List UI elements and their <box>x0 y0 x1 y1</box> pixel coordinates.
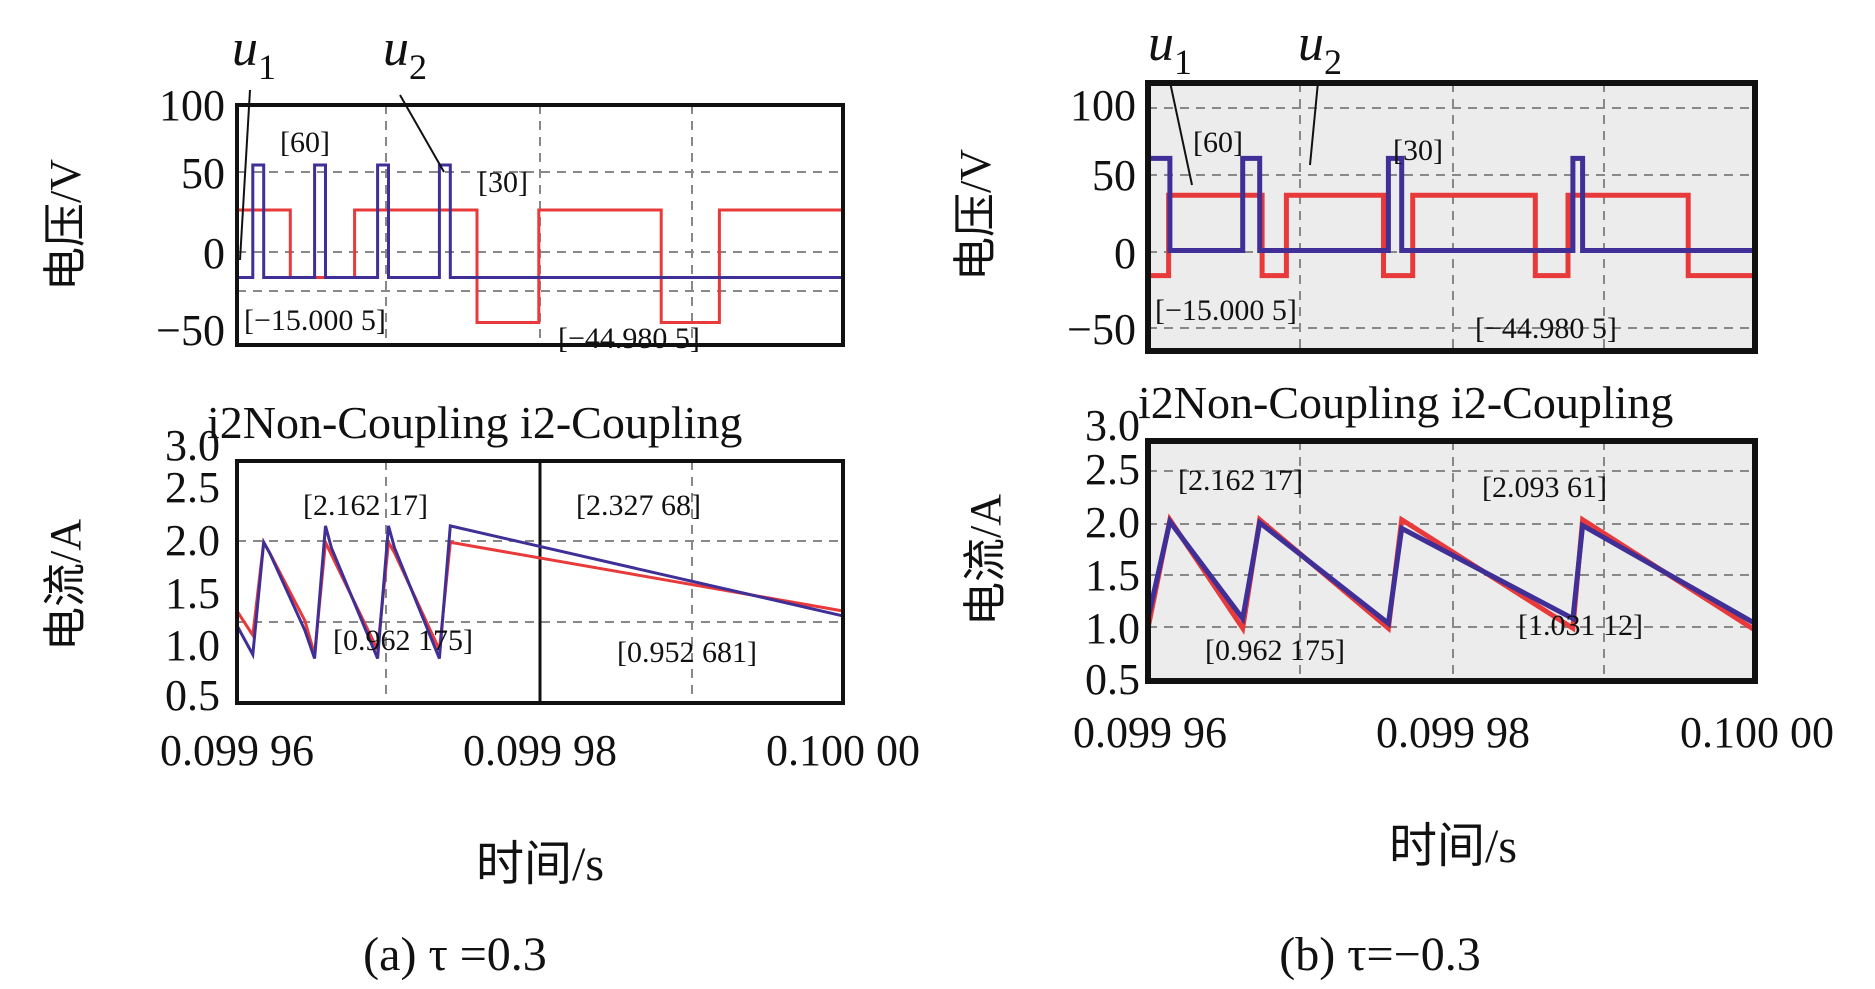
y-tick-label: 1.5 <box>1085 551 1140 600</box>
data-annotation: [−15.000 5] <box>1155 294 1297 327</box>
data-annotation: [60] <box>1193 126 1243 159</box>
current-chart-a: 3.0 2.5 2.0 1.5 1.0 0.5 电流/A 0.099 96 0.… <box>41 421 920 891</box>
y-tick-label: 2.0 <box>165 516 220 565</box>
x-tick-label: 0.099 96 <box>1073 708 1227 757</box>
y-axis-label: 电压/V <box>41 159 90 291</box>
current-plot-a <box>235 524 844 660</box>
y-tick-label: 3.0 <box>1085 401 1140 450</box>
plot-frame <box>1145 80 1758 354</box>
u1-label: u1 <box>232 20 276 87</box>
data-annotation: [2.327 68] <box>576 489 701 522</box>
y-tick-label: 50 <box>1092 151 1136 200</box>
y-axis-label: 电压/V <box>951 149 1000 281</box>
y-axis-label: 电流/A <box>41 519 90 651</box>
data-annotation: [2.093 61] <box>1482 471 1607 504</box>
legend: i2Non-Coupling i2-Coupling <box>1138 377 1673 428</box>
y-tick-label: 2.0 <box>1085 498 1140 547</box>
plot-frame <box>235 459 845 705</box>
legend: i2Non-Coupling i2-Coupling <box>207 397 742 448</box>
data-annotation: [−44.980 5] <box>558 322 700 355</box>
y-tick-label: 0 <box>203 229 225 278</box>
y-tick-label: 0 <box>1114 229 1136 278</box>
voltage-chart-a: 100 50 0 −50 电压/V [60] [30] [−15.000 5] … <box>41 20 845 355</box>
x-tick-label: 0.099 98 <box>463 726 617 775</box>
x-axis-label: 时间/s <box>1389 820 1517 873</box>
panel-b: 100 50 0 −50 电压/V [60] [30] [−15.000 5] … <box>951 15 1834 981</box>
y-tick-label: −50 <box>1067 305 1136 354</box>
u2-label: u2 <box>383 20 427 87</box>
current-plot-b <box>1145 513 1757 635</box>
u2-leader-line <box>399 94 445 173</box>
voltage-chart-b: 100 50 0 −50 电压/V [60] [30] [−15.000 5] … <box>951 15 1758 354</box>
u2-leader-line <box>1309 81 1319 166</box>
plot-frame <box>1145 438 1758 684</box>
y-tick-label: 50 <box>181 149 225 198</box>
current-chart-b: 3.0 2.5 2.0 1.5 1.0 0.5 电流/A 0.099 96 0.… <box>961 401 1834 873</box>
data-annotation: [0.952 681] <box>617 636 757 669</box>
x-tick-label: 0.100 00 <box>766 726 920 775</box>
data-annotation: [−15.000 5] <box>244 304 386 337</box>
y-tick-label: 3.0 <box>165 421 220 470</box>
u1-leader-line <box>239 89 251 261</box>
x-tick-label: 0.099 96 <box>160 726 314 775</box>
data-annotation: [1.031 12] <box>1518 609 1643 642</box>
caption-b: (b) τ=−0.3 <box>1279 928 1480 981</box>
data-annotation: [0.962 175] <box>1205 634 1345 667</box>
u2-label: u2 <box>1298 15 1342 82</box>
plot-frame <box>235 103 845 347</box>
x-axis-label: 时间/s <box>476 838 604 891</box>
y-tick-label: 2.5 <box>1085 445 1140 494</box>
y-tick-label: 2.5 <box>165 463 220 512</box>
plot-background <box>1148 83 1755 351</box>
y-tick-label: 100 <box>159 81 225 130</box>
data-annotation: [−44.980 5] <box>1475 312 1617 345</box>
data-annotation: [30] <box>478 166 528 199</box>
y-tick-label: 1.0 <box>165 621 220 670</box>
series-line-i2-Coupling <box>1145 515 1757 629</box>
y-tick-label: −50 <box>156 306 225 355</box>
x-tick-label: 0.099 98 <box>1376 708 1530 757</box>
y-tick-label: 100 <box>1070 81 1136 130</box>
data-annotation: [0.962 175] <box>333 624 473 657</box>
x-tick-label: 0.100 00 <box>1680 708 1834 757</box>
data-annotation: [30] <box>1393 134 1443 167</box>
y-tick-label: 0.5 <box>1085 655 1140 704</box>
y-axis-label: 电流/A <box>961 494 1010 626</box>
u1-label: u1 <box>1148 15 1192 82</box>
voltage-plot-a <box>237 163 843 324</box>
voltage-plot-b <box>1148 155 1755 279</box>
y-tick-label: 0.5 <box>165 671 220 720</box>
data-annotation: [2.162 17] <box>303 489 428 522</box>
u1-leader-line <box>1169 81 1193 186</box>
series-line-i2-Coupling <box>235 524 844 660</box>
series-line-u2 <box>237 163 843 279</box>
caption-a: (a) τ =0.3 <box>363 928 547 981</box>
panel-a: 100 50 0 −50 电压/V [60] [30] [−15.000 5] … <box>41 20 920 981</box>
series-line-u1 <box>1148 192 1755 279</box>
y-tick-label: 1.0 <box>1085 604 1140 653</box>
data-annotation: [2.162 17] <box>1178 464 1303 497</box>
series-line-u2 <box>1148 155 1755 253</box>
data-annotation: [60] <box>280 126 330 159</box>
y-tick-label: 1.5 <box>165 569 220 618</box>
plot-background <box>1148 441 1755 681</box>
